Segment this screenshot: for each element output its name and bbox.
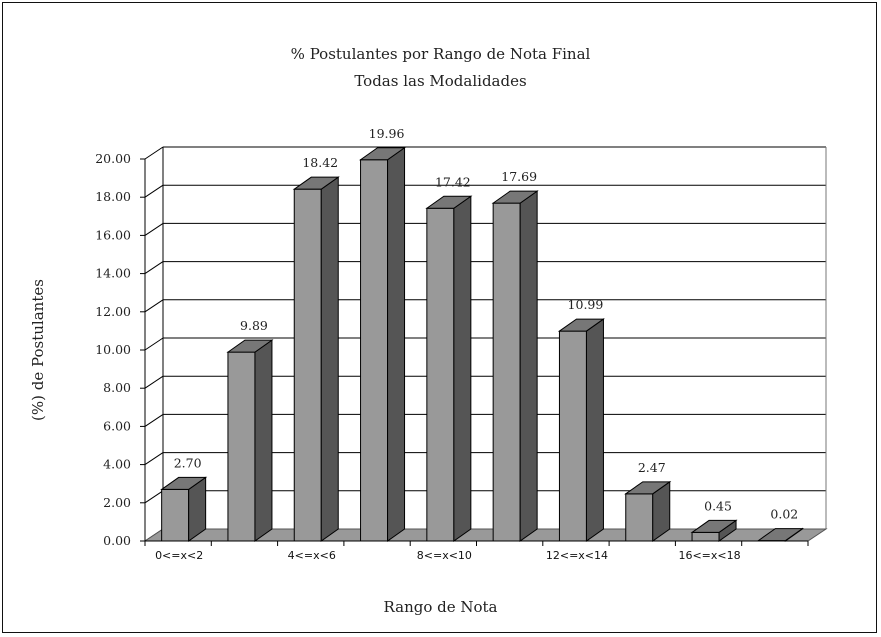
bar-side	[254, 339, 273, 542]
bar	[558, 330, 587, 542]
x-axis-label: Rango de Nota	[383, 598, 498, 616]
data-label: 2.47	[638, 460, 666, 475]
gridline-side	[144, 299, 164, 313]
gridline-side	[144, 261, 164, 275]
gridline-side	[144, 146, 164, 160]
gridline-side	[144, 375, 164, 389]
category-label: 12<=x<14	[546, 549, 608, 562]
bar-side	[320, 176, 339, 542]
gridline-side	[144, 490, 164, 504]
category-label: 4<=x<6	[288, 549, 336, 562]
bar	[293, 188, 322, 542]
bar	[227, 351, 256, 542]
bar	[625, 493, 654, 542]
y-tick-label: 18.00	[95, 189, 131, 204]
bar-side	[387, 146, 406, 542]
bar	[492, 202, 521, 542]
category-label: 8<=x<10	[417, 549, 472, 562]
bar-top	[226, 339, 274, 353]
bar-top	[557, 318, 606, 332]
data-label: 9.89	[240, 318, 268, 333]
chart-subtitle: Todas las Modalidades	[354, 72, 527, 90]
y-tick-label: 2.00	[103, 495, 131, 510]
bar-top	[292, 176, 340, 190]
category-label: 16<=x<18	[678, 549, 740, 562]
chart-title: % Postulantes por Rango de Nota Final	[290, 45, 591, 63]
bar-top	[425, 195, 473, 209]
y-tick-label: 14.00	[95, 266, 131, 281]
gridline-side	[144, 337, 164, 351]
gridline-side	[144, 222, 164, 236]
data-label: 2.70	[174, 455, 202, 470]
y-tick-label: 12.00	[95, 304, 131, 319]
bar-top	[690, 519, 738, 533]
bar-top	[756, 528, 804, 542]
y-tick-label: 10.00	[95, 342, 131, 357]
bar	[161, 488, 190, 542]
gridline-side	[144, 452, 164, 466]
bar-side	[585, 318, 604, 542]
data-label: 10.99	[568, 297, 604, 312]
data-label: 17.69	[501, 169, 537, 184]
bar-side	[453, 195, 472, 542]
y-tick-label: 4.00	[103, 457, 131, 472]
bar-top	[491, 190, 539, 204]
category-label: 0<=x<2	[155, 549, 203, 562]
data-label: 18.42	[302, 155, 338, 170]
data-label: 0.45	[704, 498, 732, 513]
bar-top	[160, 476, 208, 490]
bar-top	[624, 481, 672, 495]
data-label: 19.96	[369, 126, 405, 141]
bar	[426, 207, 455, 542]
bar-side	[519, 190, 538, 542]
y-tick-label: 8.00	[103, 380, 131, 395]
gridline-side	[144, 413, 164, 427]
y-tick-label: 0.00	[103, 533, 131, 548]
y-tick-label: 6.00	[103, 418, 131, 433]
bar	[360, 159, 389, 542]
bar	[691, 531, 720, 542]
bar-top	[358, 147, 407, 161]
y-tick-label: 16.00	[95, 227, 131, 242]
gridline-side	[144, 184, 164, 198]
data-label: 0.02	[770, 507, 798, 522]
data-label: 17.42	[435, 174, 471, 189]
y-tick-label: 20.00	[95, 151, 131, 166]
